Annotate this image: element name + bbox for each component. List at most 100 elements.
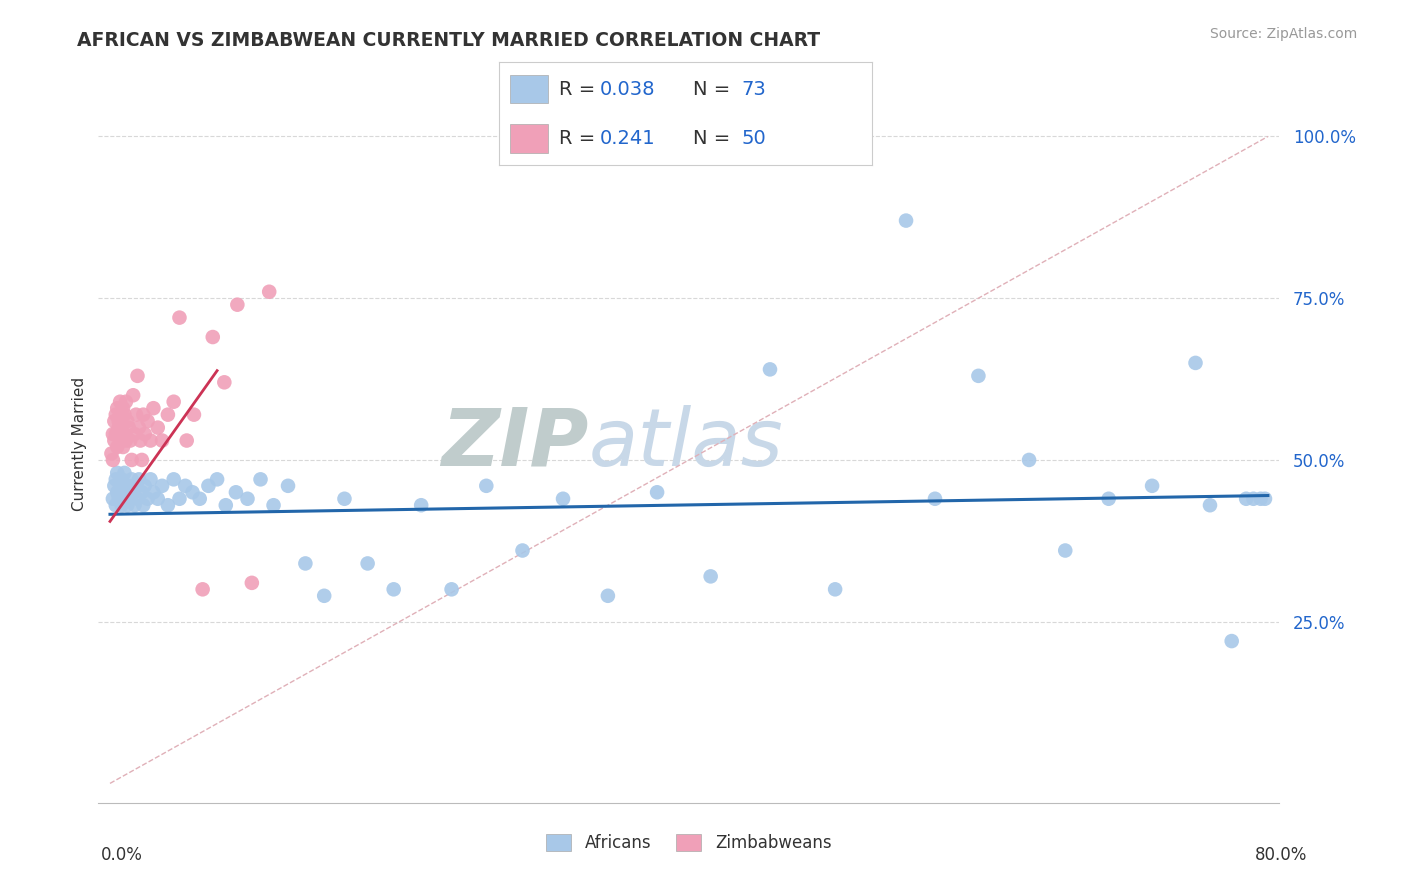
Point — [105, 485, 128, 500]
Point — [596, 589, 619, 603]
Text: N =: N = — [693, 128, 737, 148]
Point — [197, 479, 219, 493]
Point — [1220, 634, 1243, 648]
Point — [475, 479, 498, 493]
Point — [191, 582, 214, 597]
Point — [108, 394, 131, 409]
Point — [1234, 491, 1257, 506]
Point — [236, 491, 259, 506]
Point — [120, 434, 142, 448]
Point — [150, 434, 173, 448]
Point — [118, 420, 141, 434]
Point — [1241, 491, 1264, 506]
Point — [225, 485, 247, 500]
Point — [115, 434, 138, 448]
Point — [101, 427, 124, 442]
Point — [103, 414, 125, 428]
Point — [226, 298, 249, 312]
Text: Source: ZipAtlas.com: Source: ZipAtlas.com — [1209, 27, 1357, 41]
Point — [356, 557, 378, 571]
Point — [174, 479, 197, 493]
Point — [146, 491, 169, 506]
Point — [117, 498, 139, 512]
Point — [115, 485, 138, 500]
Point — [249, 472, 271, 486]
Point — [107, 414, 129, 428]
Point — [110, 408, 132, 422]
Point — [124, 498, 146, 512]
Point — [108, 479, 131, 493]
Bar — [510, 124, 547, 153]
Point — [294, 557, 316, 571]
Point — [112, 401, 135, 416]
Point — [924, 491, 946, 506]
Point — [121, 453, 143, 467]
Point — [156, 408, 179, 422]
Point — [214, 376, 236, 390]
Bar — [510, 75, 547, 103]
Point — [100, 446, 122, 460]
Text: 0.038: 0.038 — [600, 79, 655, 99]
Point — [131, 453, 153, 467]
Text: R =: R = — [558, 128, 602, 148]
Point — [411, 498, 433, 512]
Point — [169, 491, 191, 506]
Point — [1199, 498, 1222, 512]
Point — [103, 434, 125, 448]
Point — [1018, 453, 1040, 467]
Point — [240, 575, 263, 590]
Point — [759, 362, 782, 376]
Point — [824, 582, 846, 597]
Point — [645, 485, 668, 500]
Point — [1140, 479, 1163, 493]
Point — [121, 472, 143, 486]
Point — [125, 408, 148, 422]
Point — [118, 479, 141, 493]
Point — [257, 285, 280, 299]
Point — [134, 427, 156, 442]
Point — [188, 491, 211, 506]
Point — [169, 310, 191, 325]
Point — [127, 368, 149, 383]
Text: 0.0%: 0.0% — [101, 846, 143, 863]
Point — [128, 420, 150, 434]
Point — [142, 485, 165, 500]
Point — [110, 427, 132, 442]
Point — [122, 388, 145, 402]
Point — [1054, 543, 1077, 558]
Point — [139, 472, 162, 486]
Point — [136, 491, 159, 506]
Point — [107, 420, 129, 434]
Text: atlas: atlas — [589, 405, 783, 483]
Point — [139, 434, 162, 448]
Point — [104, 498, 127, 512]
Point — [551, 491, 574, 506]
Point — [263, 498, 285, 512]
Point — [967, 368, 990, 383]
Point — [201, 330, 224, 344]
Point — [104, 427, 127, 442]
Point — [142, 401, 165, 416]
Text: 0.241: 0.241 — [600, 128, 655, 148]
Point — [107, 491, 129, 506]
Point — [124, 427, 146, 442]
Point — [132, 408, 155, 422]
Point — [1250, 491, 1272, 506]
Point — [114, 427, 136, 442]
Point — [110, 472, 132, 486]
Point — [127, 491, 149, 506]
Point — [699, 569, 721, 583]
Point — [150, 479, 173, 493]
Point — [440, 582, 463, 597]
Point — [163, 472, 186, 486]
Point — [277, 479, 299, 493]
Y-axis label: Currently Married: Currently Married — [72, 376, 87, 511]
Point — [382, 582, 405, 597]
Text: R =: R = — [558, 79, 602, 99]
Point — [512, 543, 534, 558]
Text: AFRICAN VS ZIMBABWEAN CURRENTLY MARRIED CORRELATION CHART: AFRICAN VS ZIMBABWEAN CURRENTLY MARRIED … — [77, 31, 821, 50]
Point — [129, 434, 152, 448]
Point — [1098, 491, 1121, 506]
Point — [156, 498, 179, 512]
Text: N =: N = — [693, 79, 737, 99]
